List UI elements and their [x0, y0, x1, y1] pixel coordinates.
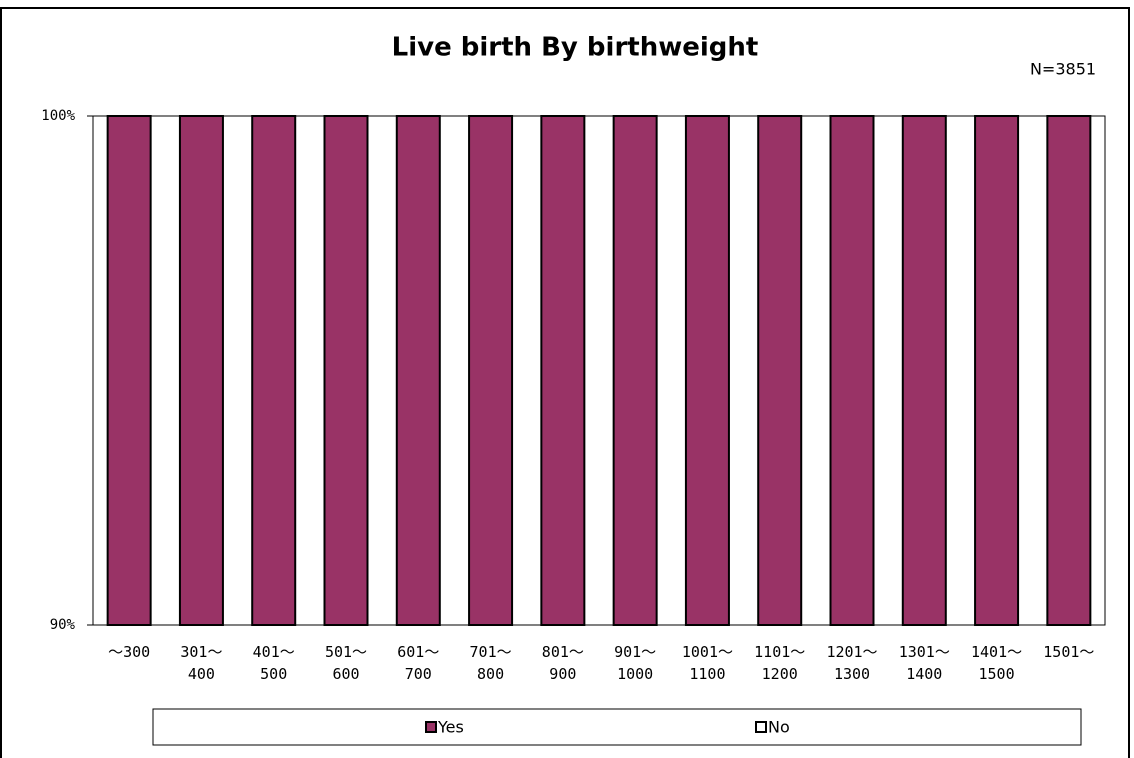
- bar: [829, 115, 875, 626]
- x-tick-label: 1001～ 1100: [681, 643, 733, 683]
- bar: [612, 115, 658, 626]
- annotation: N=3851: [1030, 60, 1096, 79]
- y-tick-label: 90%: [50, 617, 76, 633]
- bar: [757, 115, 803, 626]
- legend-label: No: [768, 718, 790, 737]
- x-tick-label: 1301～ 1400: [898, 643, 950, 683]
- bar: [395, 115, 441, 626]
- bar: [540, 115, 586, 626]
- bar: [178, 115, 224, 626]
- chart-title: Live birth By birthweight: [392, 33, 759, 63]
- x-tick-label: 901～ 1000: [614, 643, 657, 683]
- x-tick-label: 1201～ 1300: [826, 643, 878, 683]
- bar: [251, 115, 297, 626]
- x-tick-label: 1401～ 1500: [971, 643, 1023, 683]
- x-tick-label: 501～ 600: [324, 643, 368, 683]
- x-tick-label: 701～ 800: [469, 643, 512, 683]
- chart-frame: [0, 7, 1130, 758]
- x-tick-label: 801～ 900: [541, 643, 584, 683]
- y-tick-label: 100%: [41, 108, 75, 124]
- legend-swatch: [755, 721, 767, 733]
- bar: [901, 115, 947, 626]
- bar: [106, 115, 152, 626]
- plot-area: [92, 115, 1106, 626]
- legend-swatch: [425, 721, 437, 733]
- legend-label: Yes: [437, 718, 464, 737]
- x-tick-label: 1501～: [1043, 643, 1095, 661]
- x-tick-label: ～300: [108, 643, 151, 661]
- bar: [684, 115, 730, 626]
- x-tick-label: 401～ 500: [252, 643, 295, 683]
- bar: [974, 115, 1020, 626]
- bar: [468, 115, 514, 626]
- legend-box: [152, 708, 1082, 746]
- x-tick-label: 301～ 400: [180, 643, 223, 683]
- bar: [323, 115, 369, 626]
- x-tick-label: 1101～ 1200: [754, 643, 806, 683]
- bar: [1046, 115, 1092, 626]
- x-tick-label: 601～ 700: [397, 643, 440, 683]
